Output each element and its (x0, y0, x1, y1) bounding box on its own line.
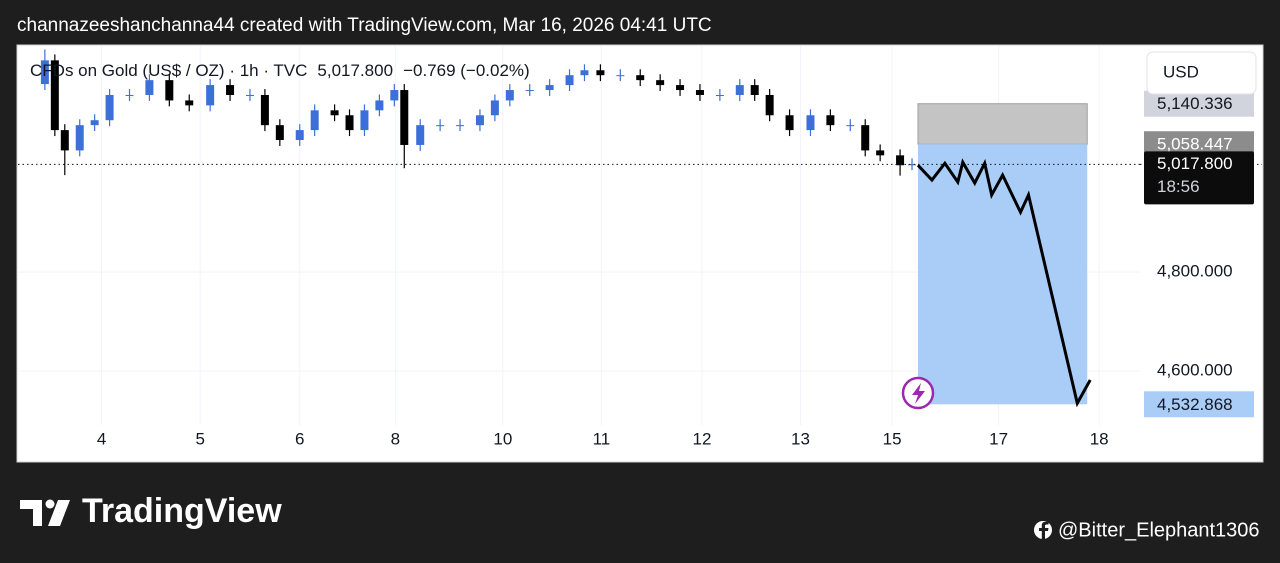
y-tick-label: 4,800.000 (1157, 262, 1233, 281)
candle-body (695, 90, 704, 95)
candle-body (50, 60, 59, 131)
candle-body (275, 125, 284, 141)
candle-body (295, 130, 304, 141)
candle-body (60, 130, 69, 151)
level-label: 4,532.868 (1157, 395, 1233, 414)
candle-body (185, 100, 194, 106)
x-tick-label: 5 (195, 429, 204, 448)
candle-body (165, 80, 174, 101)
current-price-label: 5,017.800 (1157, 154, 1233, 173)
facebook-icon (1034, 521, 1052, 539)
candle-body (90, 120, 99, 126)
projection-path (916, 158, 1092, 408)
candle-body (596, 70, 605, 76)
symbol: CFDs on Gold (US$ / OZ) · 1h · TVC (30, 61, 307, 80)
x-tick-label: 15 (883, 429, 902, 448)
candle-body (861, 125, 870, 151)
legend: CFDs on Gold (US$ / OZ) · 1h · TVC 5,017.… (30, 61, 530, 80)
level-label-box (1144, 391, 1254, 418)
candle-body (390, 90, 399, 101)
candle-body (656, 80, 665, 86)
candle-body (846, 125, 855, 127)
candle-body (416, 125, 425, 145)
candle-body (145, 80, 154, 95)
candle-body (400, 90, 409, 145)
candle-body (676, 85, 685, 91)
symbol-legend: CFDs on Gold (US$ / OZ) · 1h · TVC 5,017.… (30, 61, 530, 80)
credit: @Bitter_Elephant1306 (1058, 519, 1260, 541)
candle-body (525, 90, 534, 92)
candle-body (750, 85, 759, 95)
candle-body (715, 94, 724, 96)
x-tick-label: 8 (391, 429, 400, 448)
x-tick-label: 4 (97, 429, 106, 448)
candle-body (765, 94, 774, 116)
brand: TradingView (82, 492, 282, 530)
candle-body (456, 125, 465, 127)
change: −0.769 (−0.02%) (403, 61, 530, 80)
last-price: 5,017.800 (317, 61, 393, 80)
candle-body (436, 125, 445, 127)
candle-body (125, 94, 134, 96)
stop-zone (917, 144, 1088, 405)
header: channazeeshanchanna44 created with Tradi… (17, 15, 712, 36)
candle-body (580, 70, 589, 76)
candle-body (245, 94, 254, 96)
candle-body (616, 75, 625, 77)
candle-body (40, 60, 49, 85)
candle-body (75, 125, 84, 151)
candle-body (826, 115, 835, 126)
tradingview-logo (20, 499, 70, 526)
candle-body (896, 155, 905, 166)
plot-area (18, 49, 1140, 408)
x-tick-label: 11 (593, 429, 611, 448)
candle-body (505, 90, 514, 101)
grid (18, 46, 1140, 425)
countdown: 18:56 (1157, 177, 1200, 196)
candle-body (226, 85, 235, 95)
candle-body (545, 85, 554, 91)
currency[interactable]: USD (1163, 62, 1199, 81)
alert-icon[interactable] (901, 376, 935, 410)
candle-body (375, 100, 384, 111)
candle-body (310, 110, 319, 131)
current-price-box (1144, 151, 1254, 205)
x-tick-label: 13 (791, 429, 810, 448)
x-tick-label: 10 (493, 429, 512, 448)
candle-body (330, 110, 339, 116)
y-tick-label: 4,600.000 (1157, 361, 1233, 380)
level-label-box (1144, 90, 1254, 117)
x-tick-label: 12 (692, 429, 711, 448)
candle-body (636, 75, 645, 81)
candle-body (785, 115, 794, 131)
candle-body (345, 115, 354, 131)
candle-body (260, 94, 269, 126)
currency-button[interactable] (1146, 51, 1257, 95)
x-tick-label: 6 (295, 429, 304, 448)
candle-body (360, 110, 369, 131)
x-tick-label: 17 (989, 429, 1008, 448)
price-axis: 4,600.000 4,800.000 4 5 6 8 10 11 12 13 15 17 18 5,14… (97, 90, 1262, 448)
level-label: 5,058.447 (1157, 135, 1233, 154)
target-zone (917, 103, 1088, 145)
level-label: 5,140.336 (1157, 94, 1233, 113)
candle-body (475, 115, 484, 126)
x-tick-label: 18 (1090, 429, 1109, 448)
candle-body (565, 75, 574, 86)
candle-body (735, 85, 744, 95)
candle-body (876, 150, 885, 156)
candle-body (206, 85, 215, 106)
candle-body (806, 115, 815, 131)
candle-body (490, 100, 499, 116)
candle-body (908, 164, 917, 166)
candle-body (105, 94, 114, 121)
